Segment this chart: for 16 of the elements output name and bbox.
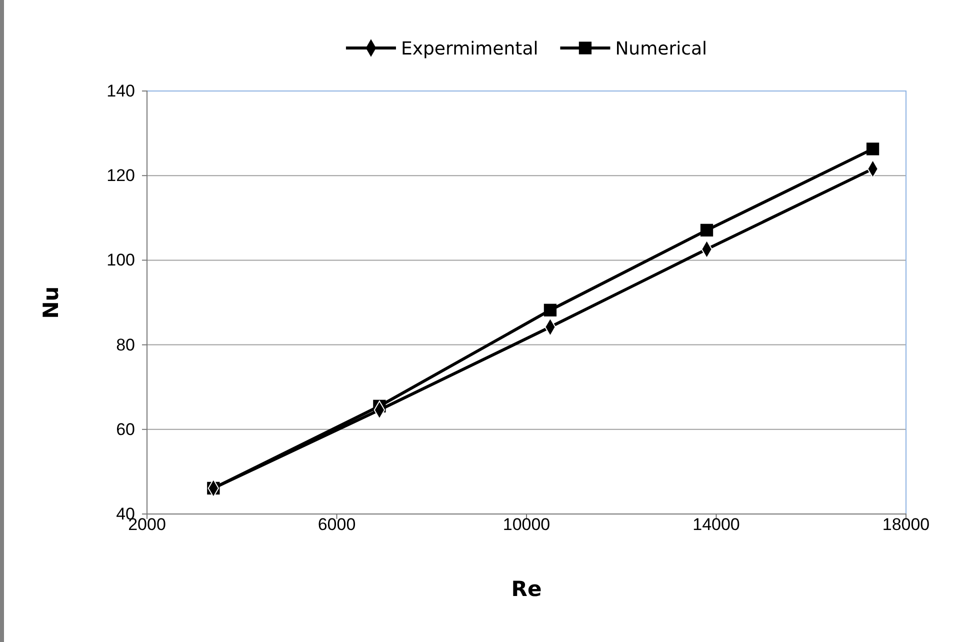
point — [866, 142, 880, 156]
legend-label: Expermimental — [400, 38, 538, 60]
point — [544, 304, 557, 316]
y-tick-label: 140 — [106, 81, 135, 100]
y-axis-title: Nu — [39, 286, 63, 319]
y-tick-label: 120 — [106, 166, 135, 186]
point — [700, 224, 714, 236]
x-tick-label: 10000 — [502, 515, 550, 534]
y-tick-label: 100 — [106, 250, 135, 270]
x-tick-label: 6000 — [318, 515, 356, 534]
x-tick-label: 18000 — [882, 515, 930, 534]
legend-label: Numerical — [615, 38, 708, 60]
x-tick-label: 14000 — [692, 515, 740, 534]
x-axis-title: Re — [511, 577, 542, 601]
y-tick-label: 60 — [116, 420, 135, 439]
y-tick-label: 80 — [116, 335, 135, 354]
